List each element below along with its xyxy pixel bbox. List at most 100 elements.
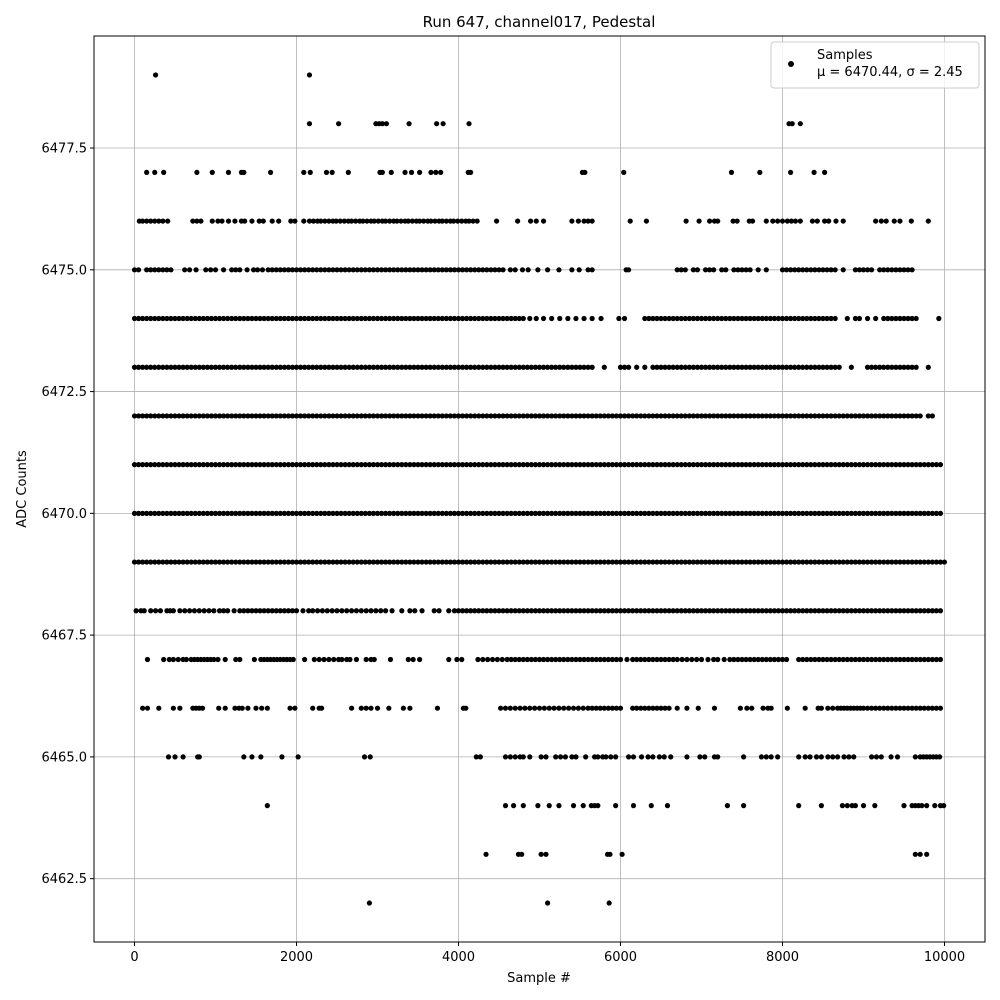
data-point <box>881 608 887 614</box>
data-point <box>848 413 854 419</box>
data-point <box>500 364 506 370</box>
data-point <box>824 364 830 370</box>
data-point <box>172 364 178 370</box>
data-point <box>569 413 575 419</box>
data-point <box>199 705 206 711</box>
data-point <box>459 608 466 614</box>
data-point <box>415 413 421 419</box>
data-point <box>233 462 239 468</box>
data-point <box>516 656 522 663</box>
data-point <box>626 754 632 760</box>
data-point <box>818 754 824 760</box>
data-point <box>493 218 500 224</box>
data-point <box>873 559 879 565</box>
data-point <box>508 364 514 370</box>
data-point <box>334 267 340 273</box>
data-point <box>387 413 393 419</box>
data-point <box>601 559 607 565</box>
data-point <box>553 413 559 419</box>
data-point <box>257 559 263 565</box>
data-point <box>395 267 401 273</box>
data-point <box>783 608 790 614</box>
data-point <box>334 510 340 516</box>
data-point <box>616 315 622 322</box>
data-point <box>646 315 652 322</box>
data-point <box>411 413 417 419</box>
data-point <box>264 803 270 809</box>
data-point <box>249 462 255 468</box>
data-point <box>508 315 514 322</box>
data-point <box>292 705 298 711</box>
data-point <box>808 510 814 516</box>
data-point <box>735 656 741 663</box>
data-point <box>937 608 944 614</box>
data-point <box>841 754 847 760</box>
data-point <box>751 315 757 322</box>
data-point <box>557 413 563 419</box>
data-point <box>229 462 235 468</box>
data-point <box>565 510 571 516</box>
data-point <box>306 559 312 565</box>
data-point <box>674 364 680 370</box>
data-point <box>353 656 360 663</box>
data-point <box>905 364 911 370</box>
data-point <box>439 218 445 224</box>
data-point <box>193 267 199 273</box>
data-point <box>711 608 717 614</box>
data-point <box>807 754 813 760</box>
data-point <box>783 462 790 468</box>
data-point <box>621 413 628 419</box>
data-point <box>658 559 664 565</box>
data-point <box>897 218 903 224</box>
data-point <box>561 413 567 419</box>
data-point <box>788 315 794 322</box>
data-point <box>225 169 232 175</box>
data-point <box>172 754 178 760</box>
data-point <box>893 559 899 565</box>
data-point <box>784 705 790 711</box>
data-point <box>374 364 381 370</box>
data-point <box>289 559 296 565</box>
data-point <box>314 413 320 419</box>
data-point <box>507 705 513 711</box>
data-point <box>820 608 826 614</box>
data-point <box>848 462 854 468</box>
data-point <box>144 705 151 711</box>
data-point <box>715 462 721 468</box>
data-point <box>557 754 564 760</box>
data-point <box>371 656 377 663</box>
data-point <box>354 559 360 565</box>
data-point <box>476 559 482 565</box>
data-point <box>362 267 368 273</box>
data-point <box>488 462 494 468</box>
data-point <box>626 608 632 614</box>
data-point <box>391 267 397 273</box>
data-point <box>306 315 312 322</box>
data-point <box>666 559 672 565</box>
data-point <box>403 462 409 468</box>
data-point <box>387 559 393 565</box>
data-point <box>475 656 481 663</box>
data-point <box>796 364 802 370</box>
data-point <box>873 510 879 516</box>
data-point <box>239 705 245 711</box>
data-point <box>909 462 915 468</box>
data-point <box>828 462 834 468</box>
data-point <box>617 510 624 516</box>
data-point <box>597 462 603 468</box>
data-point <box>731 413 737 419</box>
data-point <box>196 608 202 614</box>
data-point <box>370 559 377 565</box>
data-point <box>658 608 664 614</box>
data-point <box>148 608 154 614</box>
data-point <box>682 559 688 565</box>
data-point <box>727 462 733 468</box>
data-point <box>190 218 196 224</box>
data-point <box>326 267 332 273</box>
data-point <box>341 218 347 224</box>
data-point <box>901 705 907 711</box>
data-point <box>395 510 401 516</box>
data-point <box>225 364 231 370</box>
data-point <box>937 559 944 565</box>
data-point <box>661 754 667 760</box>
